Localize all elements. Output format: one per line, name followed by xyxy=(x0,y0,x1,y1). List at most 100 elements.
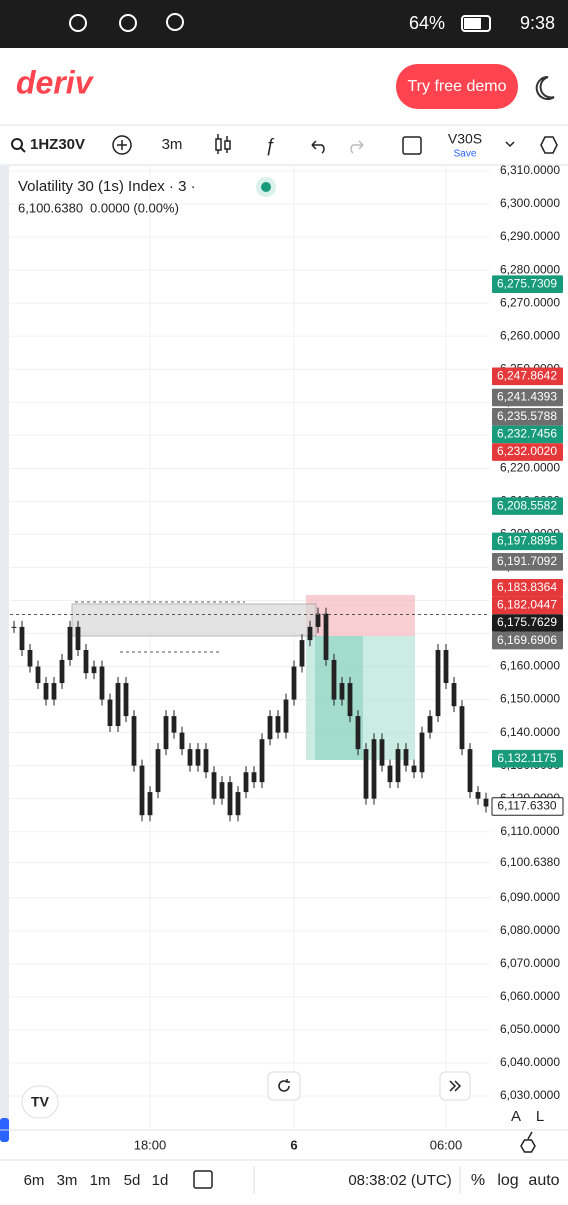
reset-button[interactable] xyxy=(267,1071,301,1101)
candle xyxy=(459,706,465,750)
theme-toggle[interactable] xyxy=(535,75,555,100)
candle xyxy=(227,782,233,816)
y-tick-label: 6,260.0000 xyxy=(500,328,560,342)
time-settings[interactable] xyxy=(520,1131,536,1153)
candle xyxy=(235,792,241,816)
candle xyxy=(427,716,433,733)
symbol[interactable]: 1HZ30V xyxy=(30,136,85,153)
candle xyxy=(75,626,81,651)
candle xyxy=(267,716,273,740)
clock: 9:38 xyxy=(520,13,555,33)
template[interactable]: V30S xyxy=(448,131,482,147)
candle xyxy=(363,749,369,799)
range-button[interactable]: 5d xyxy=(124,1172,141,1189)
candle xyxy=(219,782,225,799)
price-label xyxy=(492,388,563,407)
battery-icon xyxy=(461,15,491,32)
price-label xyxy=(492,532,563,551)
template-menu[interactable] xyxy=(505,141,515,148)
price-label-text: 6,235.5788 xyxy=(497,409,557,423)
price-label xyxy=(492,408,563,426)
price-label-text: 6,175.7629 xyxy=(497,615,557,629)
candle xyxy=(51,683,57,700)
candles xyxy=(10,607,490,822)
range-button[interactable]: 3m xyxy=(57,1172,78,1189)
price-axis: 6,030.0000 6,040.0000 6,050.0000 6,060.0000… xyxy=(491,163,564,1102)
candle xyxy=(331,659,337,700)
search-icon[interactable] xyxy=(11,138,23,150)
lock-scale[interactable]: L xyxy=(536,1108,544,1125)
demo-button-label[interactable]: Try free demo xyxy=(408,78,507,95)
price-label xyxy=(492,749,563,768)
layout-button[interactable] xyxy=(402,136,422,155)
price-label-text: 6,208.5582 xyxy=(497,498,557,512)
candle xyxy=(179,732,185,750)
range-button[interactable]: 1d xyxy=(152,1172,169,1189)
candle xyxy=(59,659,65,684)
candle xyxy=(243,772,249,793)
candle xyxy=(339,683,345,700)
candle xyxy=(443,650,449,684)
last-price: 6,100.6380 xyxy=(18,200,83,215)
percent-toggle[interactable]: % xyxy=(471,1172,485,1189)
reset-icon xyxy=(278,1079,290,1092)
price-label-text: 6,117.6330 xyxy=(497,799,556,813)
price-label-text: 6,182.0447 xyxy=(497,598,557,612)
save[interactable]: Save xyxy=(454,149,477,160)
price-label xyxy=(492,275,563,294)
y-tick-label: 6,080.0000 xyxy=(500,923,560,937)
y-tick-label: 6,310.0000 xyxy=(500,163,560,177)
drawings xyxy=(71,595,415,760)
grid xyxy=(10,166,490,1130)
log-toggle[interactable]: log xyxy=(497,1172,518,1189)
range-button[interactable]: 6m xyxy=(24,1172,45,1189)
candle xyxy=(163,716,169,750)
y-tick-label: 6,270.0000 xyxy=(500,295,560,309)
chart-type-icon[interactable] xyxy=(215,134,231,154)
candle xyxy=(251,772,257,783)
price-label xyxy=(492,497,563,515)
price-label xyxy=(492,614,563,632)
undo[interactable] xyxy=(311,140,325,154)
candle xyxy=(483,798,489,807)
demo-button[interactable] xyxy=(396,64,518,109)
candle xyxy=(211,772,217,799)
candle xyxy=(291,666,297,700)
price-label xyxy=(492,552,563,571)
range-bar: 6m 3m 1m 5d 1d xyxy=(24,1172,169,1189)
candle xyxy=(171,716,177,733)
candle xyxy=(395,749,401,783)
candle xyxy=(355,716,361,750)
candle xyxy=(371,739,377,799)
auto-toggle[interactable]: auto xyxy=(528,1172,559,1189)
candle xyxy=(379,739,385,766)
tv-logo xyxy=(21,1085,59,1119)
price-label xyxy=(492,578,563,597)
redo[interactable] xyxy=(350,140,364,154)
candle xyxy=(299,640,305,667)
add-button[interactable] xyxy=(112,135,132,155)
date-range-button[interactable] xyxy=(193,1170,213,1189)
side-strip xyxy=(0,166,9,1130)
candle xyxy=(387,765,393,783)
y-tick-label: 6,050.0000 xyxy=(500,1022,560,1036)
indicators-icon[interactable]: ƒ xyxy=(265,135,275,155)
candle xyxy=(99,666,105,700)
candle xyxy=(467,749,473,793)
y-tick-label: 6,100.6380 xyxy=(500,855,560,869)
auto-scale[interactable]: A xyxy=(511,1108,521,1125)
y-tick-label: 6,300.0000 xyxy=(500,196,560,210)
settings[interactable] xyxy=(540,136,558,154)
price-label xyxy=(492,443,563,461)
candle xyxy=(259,739,265,783)
utc-clock[interactable]: 08:38:02 (UTC) xyxy=(348,1172,451,1189)
y-tick-label: 6,110.0000 xyxy=(500,824,559,838)
interval[interactable]: 3m xyxy=(162,136,183,153)
status-icons xyxy=(69,13,184,32)
candle xyxy=(131,716,137,766)
y-tick-label: 6,070.0000 xyxy=(500,956,560,970)
range-button[interactable]: 1m xyxy=(90,1172,111,1189)
x-tick-label: 18:00 xyxy=(134,1137,167,1152)
tv-logo-mark: TV xyxy=(31,1094,50,1110)
candle xyxy=(147,792,153,816)
